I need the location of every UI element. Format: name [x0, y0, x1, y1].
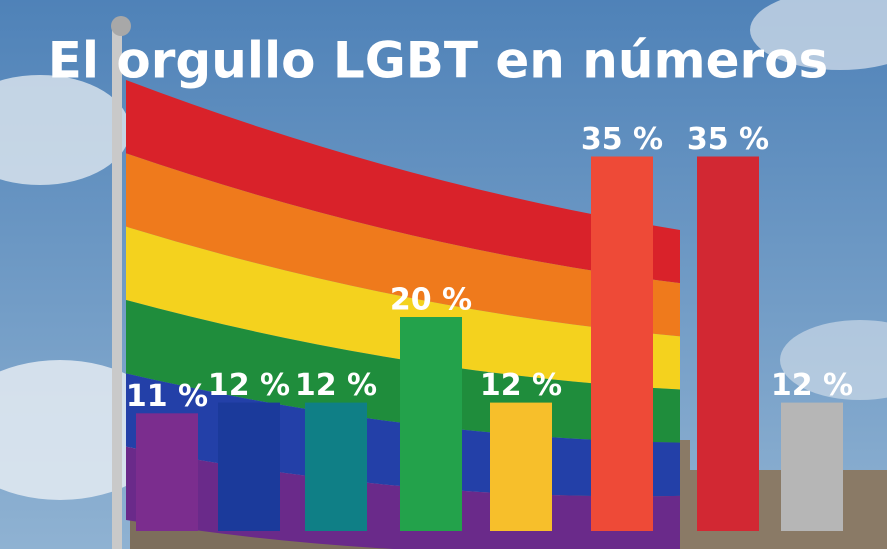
value-label: 12 %	[771, 368, 853, 403]
bar	[218, 402, 280, 531]
bar	[136, 413, 198, 531]
bar	[490, 402, 552, 531]
value-label: 12 %	[480, 368, 562, 403]
flag-stripe	[126, 153, 680, 337]
value-label: 12 %	[208, 368, 290, 403]
flag-stripe	[126, 80, 680, 284]
bar	[781, 402, 843, 531]
flag-pole	[111, 16, 131, 549]
bar	[400, 317, 462, 531]
bar	[305, 402, 367, 531]
value-label: 35 %	[687, 122, 769, 157]
bar	[591, 156, 653, 531]
value-label: 35 %	[581, 122, 663, 157]
value-label: 11 %	[126, 379, 208, 414]
value-label: 12 %	[295, 368, 377, 403]
chart-title: El orgullo LGBT en números	[48, 32, 829, 90]
bar	[697, 156, 759, 531]
flag-stripe	[126, 226, 680, 390]
value-label: 20 %	[390, 283, 472, 318]
